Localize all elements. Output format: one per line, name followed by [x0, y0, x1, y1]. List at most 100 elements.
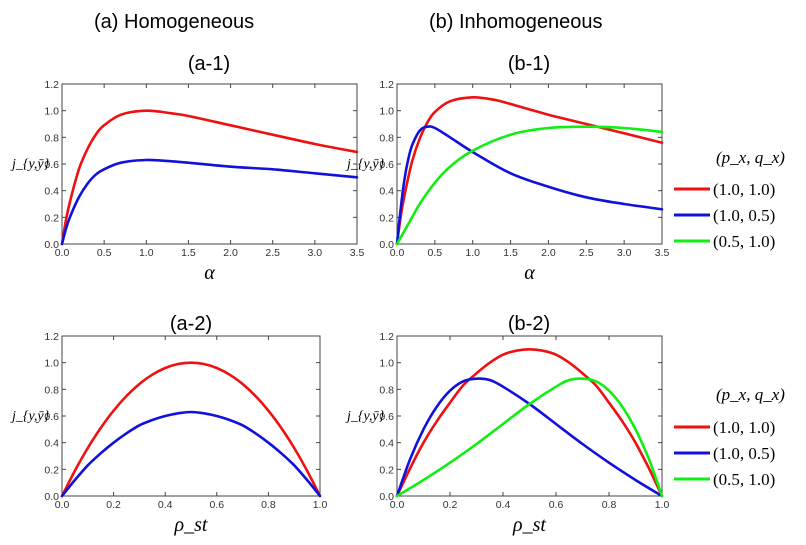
x-tick-label: 0.4	[158, 499, 173, 511]
panel-title: (a-2)	[170, 313, 212, 335]
legend-entry-label: (1.0, 1.0)	[713, 418, 775, 437]
x-tick-label: 2.5	[265, 247, 280, 259]
panel-a-2: (a-2) 0.0 0.2 0.4 0.6 0.8 1.0 0.0 0.2 0.4 0.6 0.8 1.…	[10, 313, 327, 536]
x-axis-label: α	[524, 262, 535, 284]
legend-entry-label: (1.0, 0.5)	[713, 206, 775, 225]
plot-frame	[396, 83, 663, 245]
legend-entry-label: (1.0, 0.5)	[713, 444, 775, 463]
series-line-green	[395, 377, 664, 498]
x-tick-label: 3.5	[655, 247, 670, 259]
y-tick-label: 0.2	[44, 464, 59, 476]
x-tick-label: 0.0	[55, 247, 70, 259]
y-tick-label: 1.0	[44, 106, 59, 118]
legend-title: (p_x, q_x)	[716, 385, 785, 404]
x-tick-label: 0.8	[602, 499, 617, 511]
x-tick-label: 2.5	[579, 247, 594, 259]
legend-entry-label: (1.0, 1.0)	[713, 180, 775, 199]
y-tick-label: 0.0	[379, 491, 394, 503]
x-tick-label: 0.0	[390, 499, 405, 511]
panels-group: (a-1) 0.0 0.5 1.0 1.5 2.0 2.5 3.0 3.5 0.0 0.2 0.4 0.…	[10, 53, 669, 536]
y-tick-label: 0.2	[44, 212, 59, 224]
x-tick-label: 1.0	[465, 247, 480, 259]
y-axis-label: j_{y,ȳ}	[10, 157, 50, 172]
legend-1: (p_x, q_x) (1.0, 1.0) (1.0, 0.5) (0.5, 1.0)	[674, 148, 785, 251]
y-tick-label: 0.8	[379, 132, 394, 144]
panel-a-1: (a-1) 0.0 0.5 1.0 1.5 2.0 2.5 3.0 3.5 0.0 0.2 0.4 0.…	[10, 53, 364, 284]
y-axis-label: j_{y,ȳ}	[345, 157, 385, 172]
heading-inhomogeneous: (b) Inhomogeneous	[429, 11, 602, 33]
y-tick-label: 1.0	[379, 358, 394, 370]
y-tick-label: 0.0	[44, 239, 59, 251]
x-tick-label: 0.2	[106, 499, 121, 511]
x-tick-label: 0.6	[209, 499, 224, 511]
y-tick-label: 0.6	[44, 411, 59, 423]
x-tick-label: 0.0	[390, 247, 405, 259]
y-tick-label: 0.8	[44, 384, 59, 396]
x-tick-label: 0.6	[549, 499, 564, 511]
y-tick-label: 1.0	[44, 358, 59, 370]
legend-entry-label: (0.5, 1.0)	[713, 470, 775, 489]
y-tick-label: 0.6	[379, 159, 394, 171]
x-tick-label: 1.0	[313, 499, 328, 511]
y-tick-label: 0.6	[44, 159, 59, 171]
panel-b-2: (b-2) 0.0 0.2 0.4 0.6 0.8 1.0 0.0 0.2 0.4 0.6 0.8 1.…	[345, 313, 669, 536]
heading-homogeneous: (a) Homogeneous	[94, 11, 254, 33]
y-tick-label: 1.2	[44, 79, 59, 91]
x-axis-label: ρ_st	[174, 514, 208, 536]
series-line-red	[60, 109, 359, 246]
x-tick-label: 1.5	[181, 247, 196, 259]
legend-title: (p_x, q_x)	[716, 148, 785, 167]
y-axis-label: j_{y,ȳ}	[345, 409, 385, 424]
series-line-red	[60, 361, 322, 498]
y-axis-label: j_{y,ȳ}	[10, 409, 50, 424]
y-tick-label: 0.0	[44, 491, 59, 503]
series-line-blue	[395, 125, 664, 246]
x-tick-label: 1.0	[655, 499, 670, 511]
x-tick-label: 0.2	[443, 499, 458, 511]
y-tick-label: 0.4	[44, 438, 59, 450]
y-tick-label: 0.2	[379, 464, 394, 476]
panel-title: (a-1)	[188, 53, 230, 75]
y-tick-label: 1.0	[379, 106, 394, 118]
panel-b-1: (b-1) 0.0 0.5 1.0 1.5 2.0 2.5 3.0 3.5 0.0 0.2 0.4 0.…	[345, 53, 669, 284]
series-line-blue	[395, 377, 664, 498]
x-tick-label: 0.5	[97, 247, 112, 259]
x-axis-label: α	[204, 262, 215, 284]
y-tick-label: 1.2	[379, 331, 394, 343]
y-tick-label: 0.4	[44, 186, 59, 198]
y-tick-label: 0.4	[379, 186, 394, 198]
x-tick-label: 3.0	[308, 247, 323, 259]
y-tick-label: 1.2	[44, 331, 59, 343]
series-line-red	[395, 348, 664, 498]
x-tick-label: 0.8	[261, 499, 276, 511]
x-tick-label: 0.5	[428, 247, 443, 259]
panel-title: (b-1)	[508, 53, 550, 75]
y-tick-label: 0.6	[379, 411, 394, 423]
x-tick-label: 1.5	[503, 247, 518, 259]
x-tick-label: 3.0	[617, 247, 632, 259]
legend-entry-label: (0.5, 1.0)	[713, 232, 775, 251]
y-tick-label: 0.2	[379, 212, 394, 224]
x-tick-label: 3.5	[350, 247, 365, 259]
y-tick-label: 0.8	[44, 132, 59, 144]
series-line-green	[395, 125, 664, 246]
y-tick-label: 1.2	[379, 79, 394, 91]
y-tick-label: 0.8	[379, 384, 394, 396]
panel-title: (b-2)	[508, 313, 550, 335]
x-tick-label: 0.0	[55, 499, 70, 511]
series-line-blue	[60, 158, 359, 246]
x-tick-label: 1.0	[139, 247, 154, 259]
x-axis-label: ρ_st	[512, 514, 546, 536]
y-tick-label: 0.4	[379, 438, 394, 450]
legend-2: (p_x, q_x) (1.0, 1.0) (1.0, 0.5) (0.5, 1.0)	[674, 385, 785, 489]
series-line-red	[395, 95, 664, 246]
plot-frame	[61, 335, 321, 497]
y-tick-label: 0.0	[379, 239, 394, 251]
x-tick-label: 2.0	[541, 247, 556, 259]
x-tick-label: 2.0	[223, 247, 238, 259]
x-tick-label: 0.4	[496, 499, 511, 511]
legends-group: (p_x, q_x) (1.0, 1.0) (1.0, 0.5) (0.5, 1.0)…	[674, 148, 785, 489]
series-line-blue	[60, 410, 322, 498]
